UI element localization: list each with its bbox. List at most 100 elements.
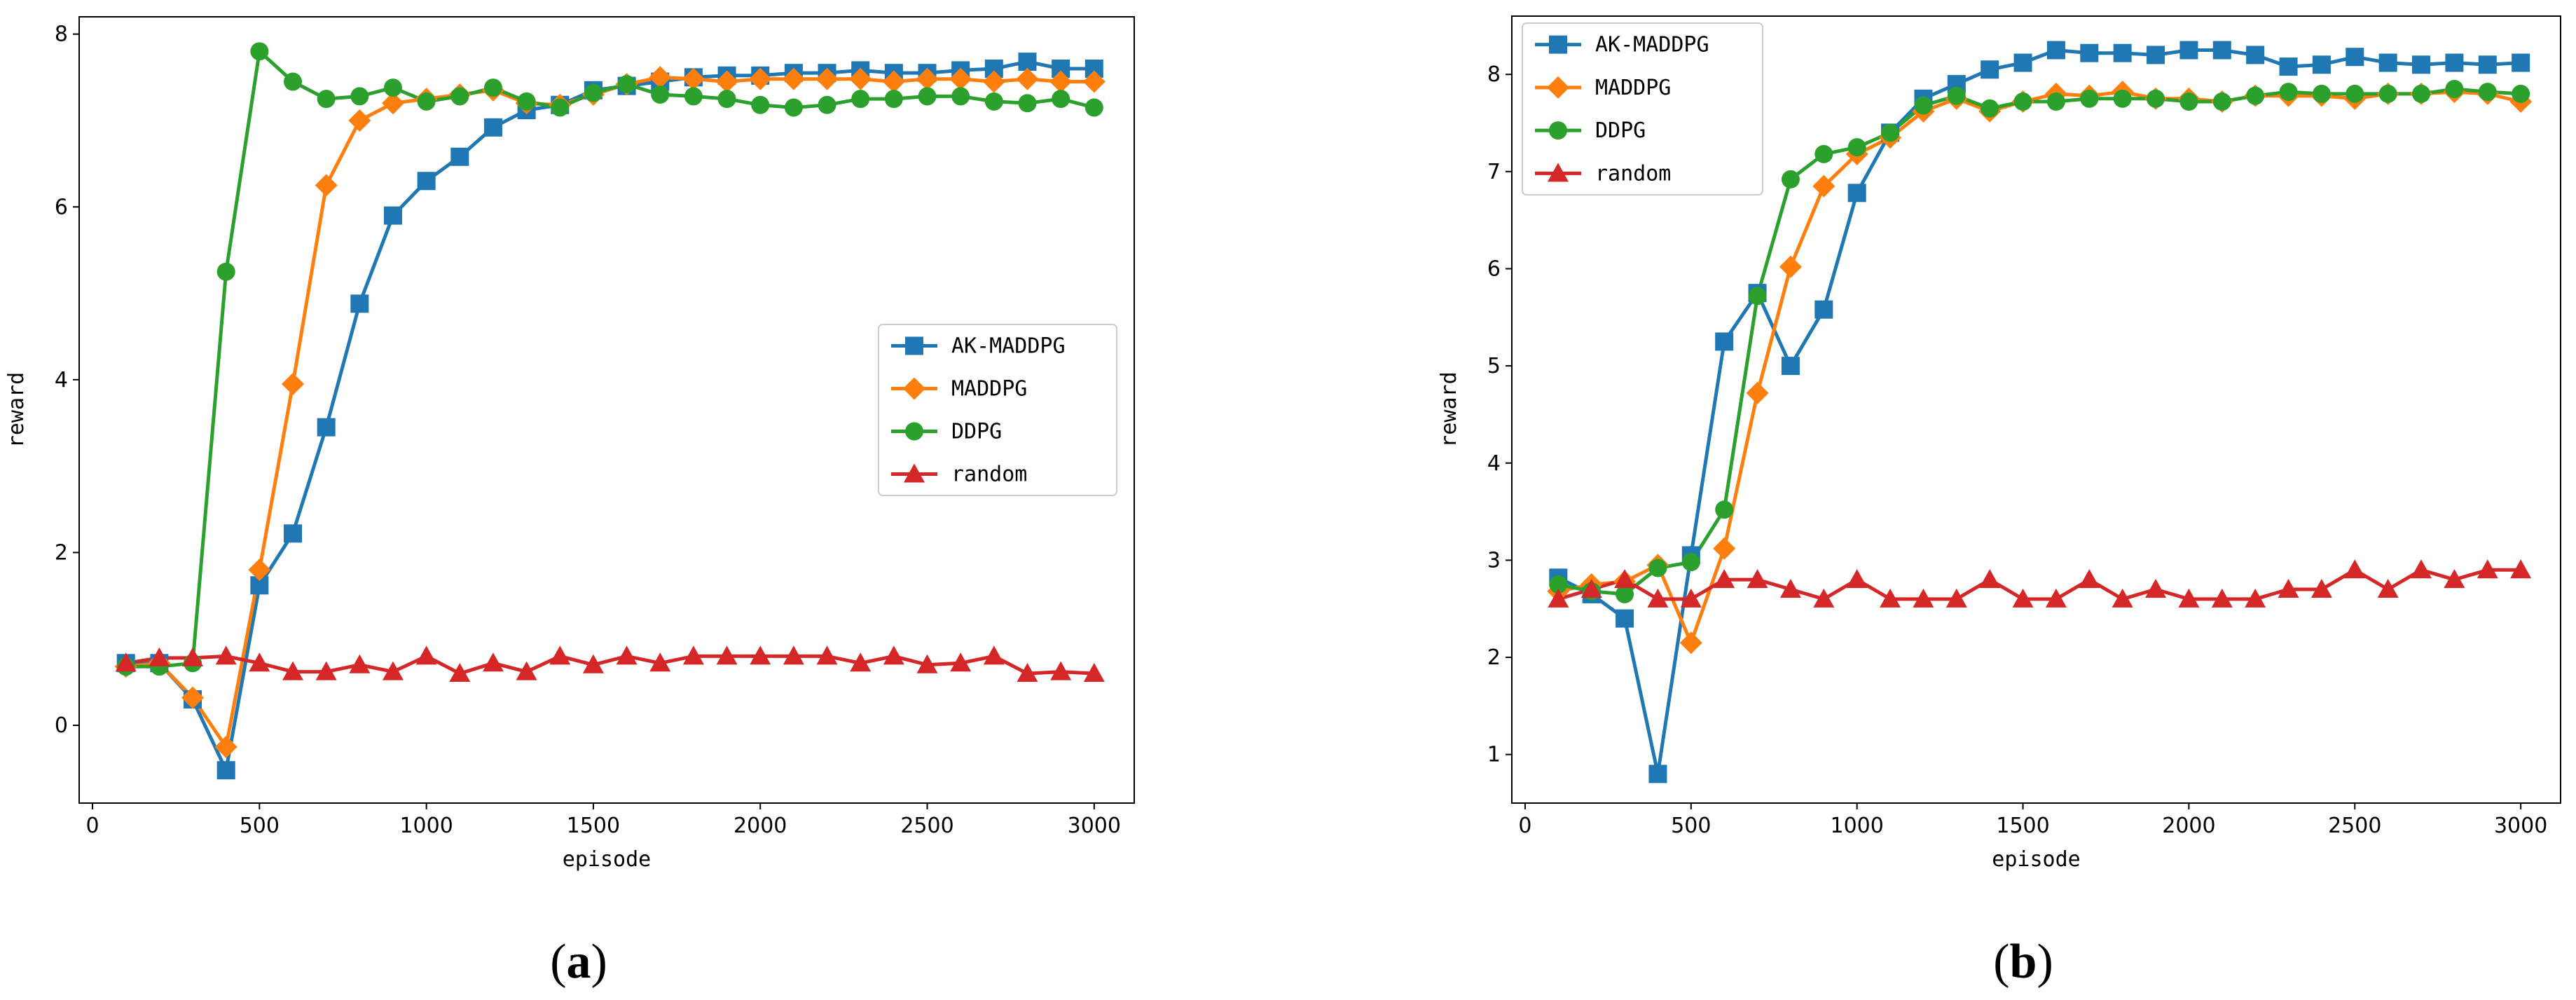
- data-point-maddpg: [649, 66, 672, 89]
- legend-marker-maddpg: [903, 377, 925, 400]
- legend-box: [878, 324, 1117, 496]
- data-point-random: [616, 645, 638, 665]
- data-point-random: [2377, 578, 2399, 598]
- data-point-ddpg: [717, 90, 736, 109]
- data-point-ddpg: [1947, 86, 1966, 105]
- data-point-random: [1945, 588, 1967, 608]
- y-tick-label: 6: [1487, 256, 1501, 281]
- plot-frame-b: [1511, 15, 2561, 804]
- x-tick-label: 1500: [1996, 814, 2049, 838]
- legend-b: AK-MADDPG MADDPG DDPG random: [1522, 22, 1763, 196]
- data-point-ddpg: [784, 98, 803, 117]
- data-point-ddpg: [284, 72, 303, 91]
- data-point-ak-maddpg: [2046, 41, 2065, 60]
- legend-entry-random: random: [1595, 161, 1671, 186]
- data-point-ak-maddpg: [1847, 184, 1866, 203]
- x-tick-label: 2000: [2162, 814, 2215, 838]
- data-point-maddpg: [916, 67, 939, 90]
- data-point-random: [1714, 569, 1735, 589]
- data-point-maddpg: [682, 67, 705, 90]
- data-point-ddpg: [350, 87, 369, 106]
- data-point-random: [249, 652, 270, 672]
- data-point-ddpg: [1616, 584, 1634, 603]
- legend-entry-ddpg: DDPG: [1595, 118, 1646, 143]
- data-point-random: [1050, 661, 1072, 680]
- data-point-random: [449, 663, 471, 683]
- data-point-ddpg: [1781, 170, 1800, 189]
- data-point-ddpg: [1881, 123, 1900, 142]
- data-point-maddpg: [815, 67, 839, 90]
- data-point-ak-maddpg: [2212, 41, 2231, 60]
- y-tick-label: 2: [55, 540, 68, 565]
- data-point-random: [2510, 559, 2532, 579]
- data-point-ddpg: [751, 95, 770, 114]
- data-point-ddpg: [1052, 90, 1070, 109]
- data-point-ddpg: [1681, 553, 1700, 572]
- data-point-random: [1779, 578, 1801, 598]
- legend-entry-ak-maddpg: AK-MADDPG: [1595, 33, 1709, 57]
- data-point-ak-maddpg: [2412, 55, 2431, 74]
- data-point-random: [2178, 588, 2200, 608]
- data-point-ak-maddpg: [2013, 53, 2032, 72]
- data-point-ddpg: [2080, 89, 2099, 108]
- panel-letter-b: b: [2010, 935, 2037, 989]
- data-point-random: [482, 652, 504, 672]
- data-point-random: [215, 645, 237, 665]
- panel-label-b: (b): [1993, 935, 2053, 989]
- x-axis-label-a: episode: [563, 847, 651, 872]
- data-point-random: [950, 652, 972, 672]
- data-point-ak-maddpg: [1981, 60, 1999, 79]
- data-point-random: [2145, 578, 2167, 598]
- data-point-ddpg: [2246, 86, 2265, 105]
- legend-marker-ak-maddpg: [1549, 35, 1567, 54]
- y-tick-label: 7: [1487, 160, 1501, 184]
- data-point-maddpg: [782, 67, 805, 90]
- legend-entry-ak-maddpg: AK-MADDPG: [951, 334, 1066, 359]
- y-tick-label: 4: [1487, 451, 1501, 476]
- data-point-random: [1979, 569, 2001, 589]
- y-tick-label: 8: [1487, 62, 1501, 87]
- x-tick-label: 0: [1518, 814, 1531, 838]
- data-point-random: [750, 645, 771, 665]
- x-tick-label: 500: [1671, 814, 1711, 838]
- data-point-ddpg: [2445, 79, 2464, 98]
- legend-marker-ddpg: [905, 422, 923, 441]
- data-point-random: [582, 654, 604, 673]
- data-point-random: [2245, 588, 2266, 608]
- data-point-maddpg: [1679, 631, 1702, 655]
- panel-label-a: (a): [550, 935, 607, 989]
- data-point-random: [282, 661, 304, 680]
- data-point-maddpg: [1812, 174, 1835, 198]
- data-point-random: [149, 647, 170, 666]
- data-point-ddpg: [684, 87, 703, 106]
- data-point-random: [783, 645, 804, 665]
- data-point-random: [415, 645, 437, 665]
- data-point-ddpg: [2378, 84, 2397, 103]
- data-point-maddpg: [1779, 255, 1802, 278]
- data-point-ddpg: [918, 87, 937, 106]
- data-point-maddpg: [248, 559, 271, 582]
- data-point-random: [349, 654, 371, 673]
- data-point-maddpg: [181, 686, 205, 709]
- data-point-maddpg: [348, 109, 371, 132]
- legend-entry-maddpg: MADDPG: [1595, 76, 1671, 100]
- data-point-random: [2079, 569, 2100, 589]
- data-point-ddpg: [2046, 93, 2065, 111]
- x-tick-label: 2500: [900, 814, 953, 838]
- data-point-ddpg: [1847, 138, 1866, 157]
- data-point-random: [1017, 663, 1038, 683]
- x-axis-label-b: episode: [1992, 847, 2080, 872]
- data-point-ak-maddpg: [1616, 609, 1634, 628]
- x-tick-label: 500: [240, 814, 280, 838]
- data-point-ddpg: [851, 90, 870, 109]
- data-point-ak-maddpg: [2312, 55, 2331, 74]
- data-point-random: [1913, 588, 1934, 608]
- data-point-ddpg: [417, 92, 436, 111]
- data-point-ddpg: [483, 78, 502, 97]
- data-point-ak-maddpg: [284, 524, 303, 543]
- data-point-random: [816, 645, 838, 665]
- panel-letter-a: a: [567, 935, 591, 989]
- legend-a: AK-MADDPG MADDPG DDPG random: [878, 324, 1117, 496]
- data-point-ddpg: [2113, 89, 2132, 108]
